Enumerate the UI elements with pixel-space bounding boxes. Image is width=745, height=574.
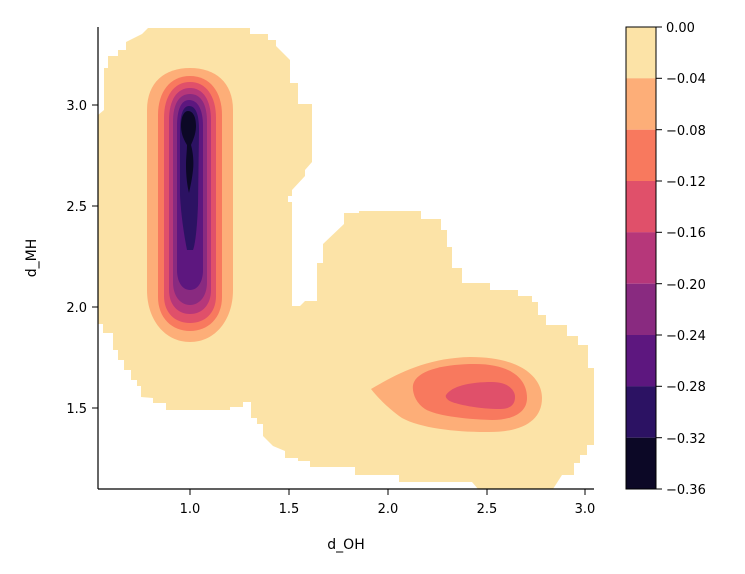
colorbar-label: −0.16 <box>666 226 706 241</box>
colorbar-band-8 <box>626 437 656 489</box>
colorbar-tick-labels: 0.00 −0.04 −0.08 −0.12 −0.16 −0.20 −0.24… <box>666 21 706 498</box>
colorbar-frame <box>625 26 657 490</box>
colorbar-band-1 <box>626 78 656 130</box>
colorbar-ticks <box>656 26 662 490</box>
colorbar-band-4 <box>626 232 656 284</box>
colorbar-band-7 <box>626 386 656 438</box>
colorbar: 0.00 −0.04 −0.08 −0.12 −0.16 −0.20 −0.24… <box>625 21 706 498</box>
colorbar-label: −0.12 <box>666 175 706 190</box>
x-tick-label: 2.0 <box>378 502 399 517</box>
x-tick-label: 2.5 <box>477 502 498 517</box>
colorbar-band-6 <box>626 335 656 387</box>
y-tick-label: 2.5 <box>66 200 87 215</box>
contour-band-8 <box>181 111 196 193</box>
colorbar-band-5 <box>626 283 656 336</box>
x-ticks: 1.0 1.5 2.0 2.5 3.0 <box>180 489 596 517</box>
contour-plot-area <box>98 28 594 489</box>
colorbar-label: −0.32 <box>666 432 706 447</box>
y-tick-label: 1.5 <box>66 402 87 417</box>
colorbar-label: −0.08 <box>666 124 706 139</box>
colorbar-label: −0.36 <box>666 483 706 498</box>
colorbar-band-0 <box>626 27 656 79</box>
contour-band-3b <box>445 382 515 409</box>
y-ticks: 1.5 2.0 2.5 3.0 <box>66 99 98 417</box>
x-tick-label: 1.0 <box>180 502 201 517</box>
colorbar-label: 0.00 <box>666 21 695 36</box>
x-axis-label: d_OH <box>327 537 364 553</box>
colorbar-label: −0.28 <box>666 380 706 395</box>
axes: 1.0 1.5 2.0 2.5 3.0 1.5 2.0 2.5 3.0 d_OH… <box>24 27 595 553</box>
y-tick-label: 3.0 <box>66 99 87 114</box>
colorbar-label: −0.24 <box>666 329 706 344</box>
x-tick-label: 3.0 <box>575 502 596 517</box>
colorbar-band-3 <box>626 181 656 233</box>
y-axis-label: d_MH <box>24 239 40 278</box>
colorbar-label: −0.20 <box>666 278 706 293</box>
x-tick-label: 1.5 <box>279 502 300 517</box>
colorbar-band-2 <box>626 129 656 182</box>
y-tick-label: 2.0 <box>66 301 87 316</box>
colorbar-label: −0.04 <box>666 72 706 87</box>
